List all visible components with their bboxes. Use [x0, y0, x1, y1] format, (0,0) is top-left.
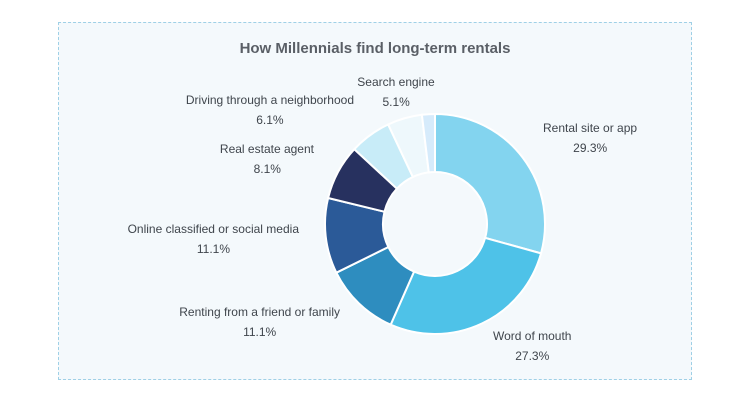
slice-value-label: 29.3% — [573, 141, 607, 155]
slice-label: Real estate agent — [220, 142, 315, 156]
slice-value-label: 8.1% — [254, 162, 282, 176]
slice-label: Word of mouth — [493, 329, 571, 343]
slice-value-label: 5.1% — [382, 95, 410, 109]
slice-label: Search engine — [357, 75, 435, 89]
slice-value-label: 11.1% — [197, 242, 230, 256]
donut-slice — [420, 112, 436, 174]
donut-slice — [434, 112, 546, 255]
slice-label: Driving through a neighborhood — [186, 93, 354, 107]
slice-value-label: 27.3% — [515, 349, 549, 363]
slice-value-label: 6.1% — [256, 113, 284, 127]
slice-label: Renting from a friend or family — [179, 305, 340, 319]
slice-label: Rental site or app — [543, 121, 637, 135]
slice-label: Online classified or social media — [128, 222, 300, 236]
donut-slice — [389, 236, 543, 335]
slice-value-label: 11.1% — [243, 325, 276, 339]
chart-title: How Millennials find long-term rentals — [239, 40, 511, 57]
